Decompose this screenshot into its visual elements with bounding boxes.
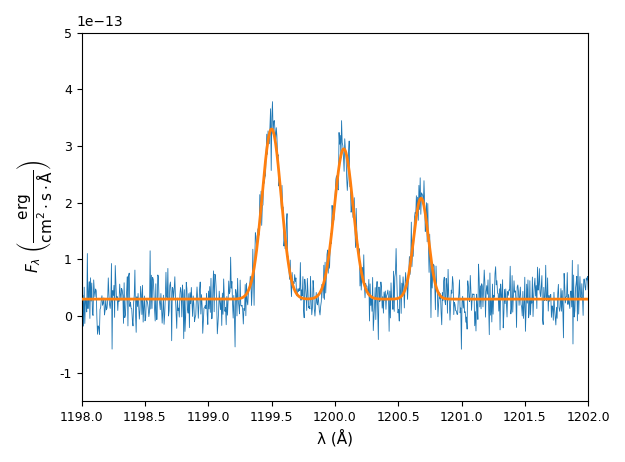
Text: 1e−13: 1e−13: [77, 15, 123, 29]
Y-axis label: $F_\lambda$ $\left(\dfrac{\mathrm{erg}}{\mathrm{cm}^2 \cdot \mathrm{s} \cdot \ma: $F_\lambda$ $\left(\dfrac{\mathrm{erg}}{…: [15, 160, 54, 274]
X-axis label: λ (Å): λ (Å): [317, 430, 353, 447]
